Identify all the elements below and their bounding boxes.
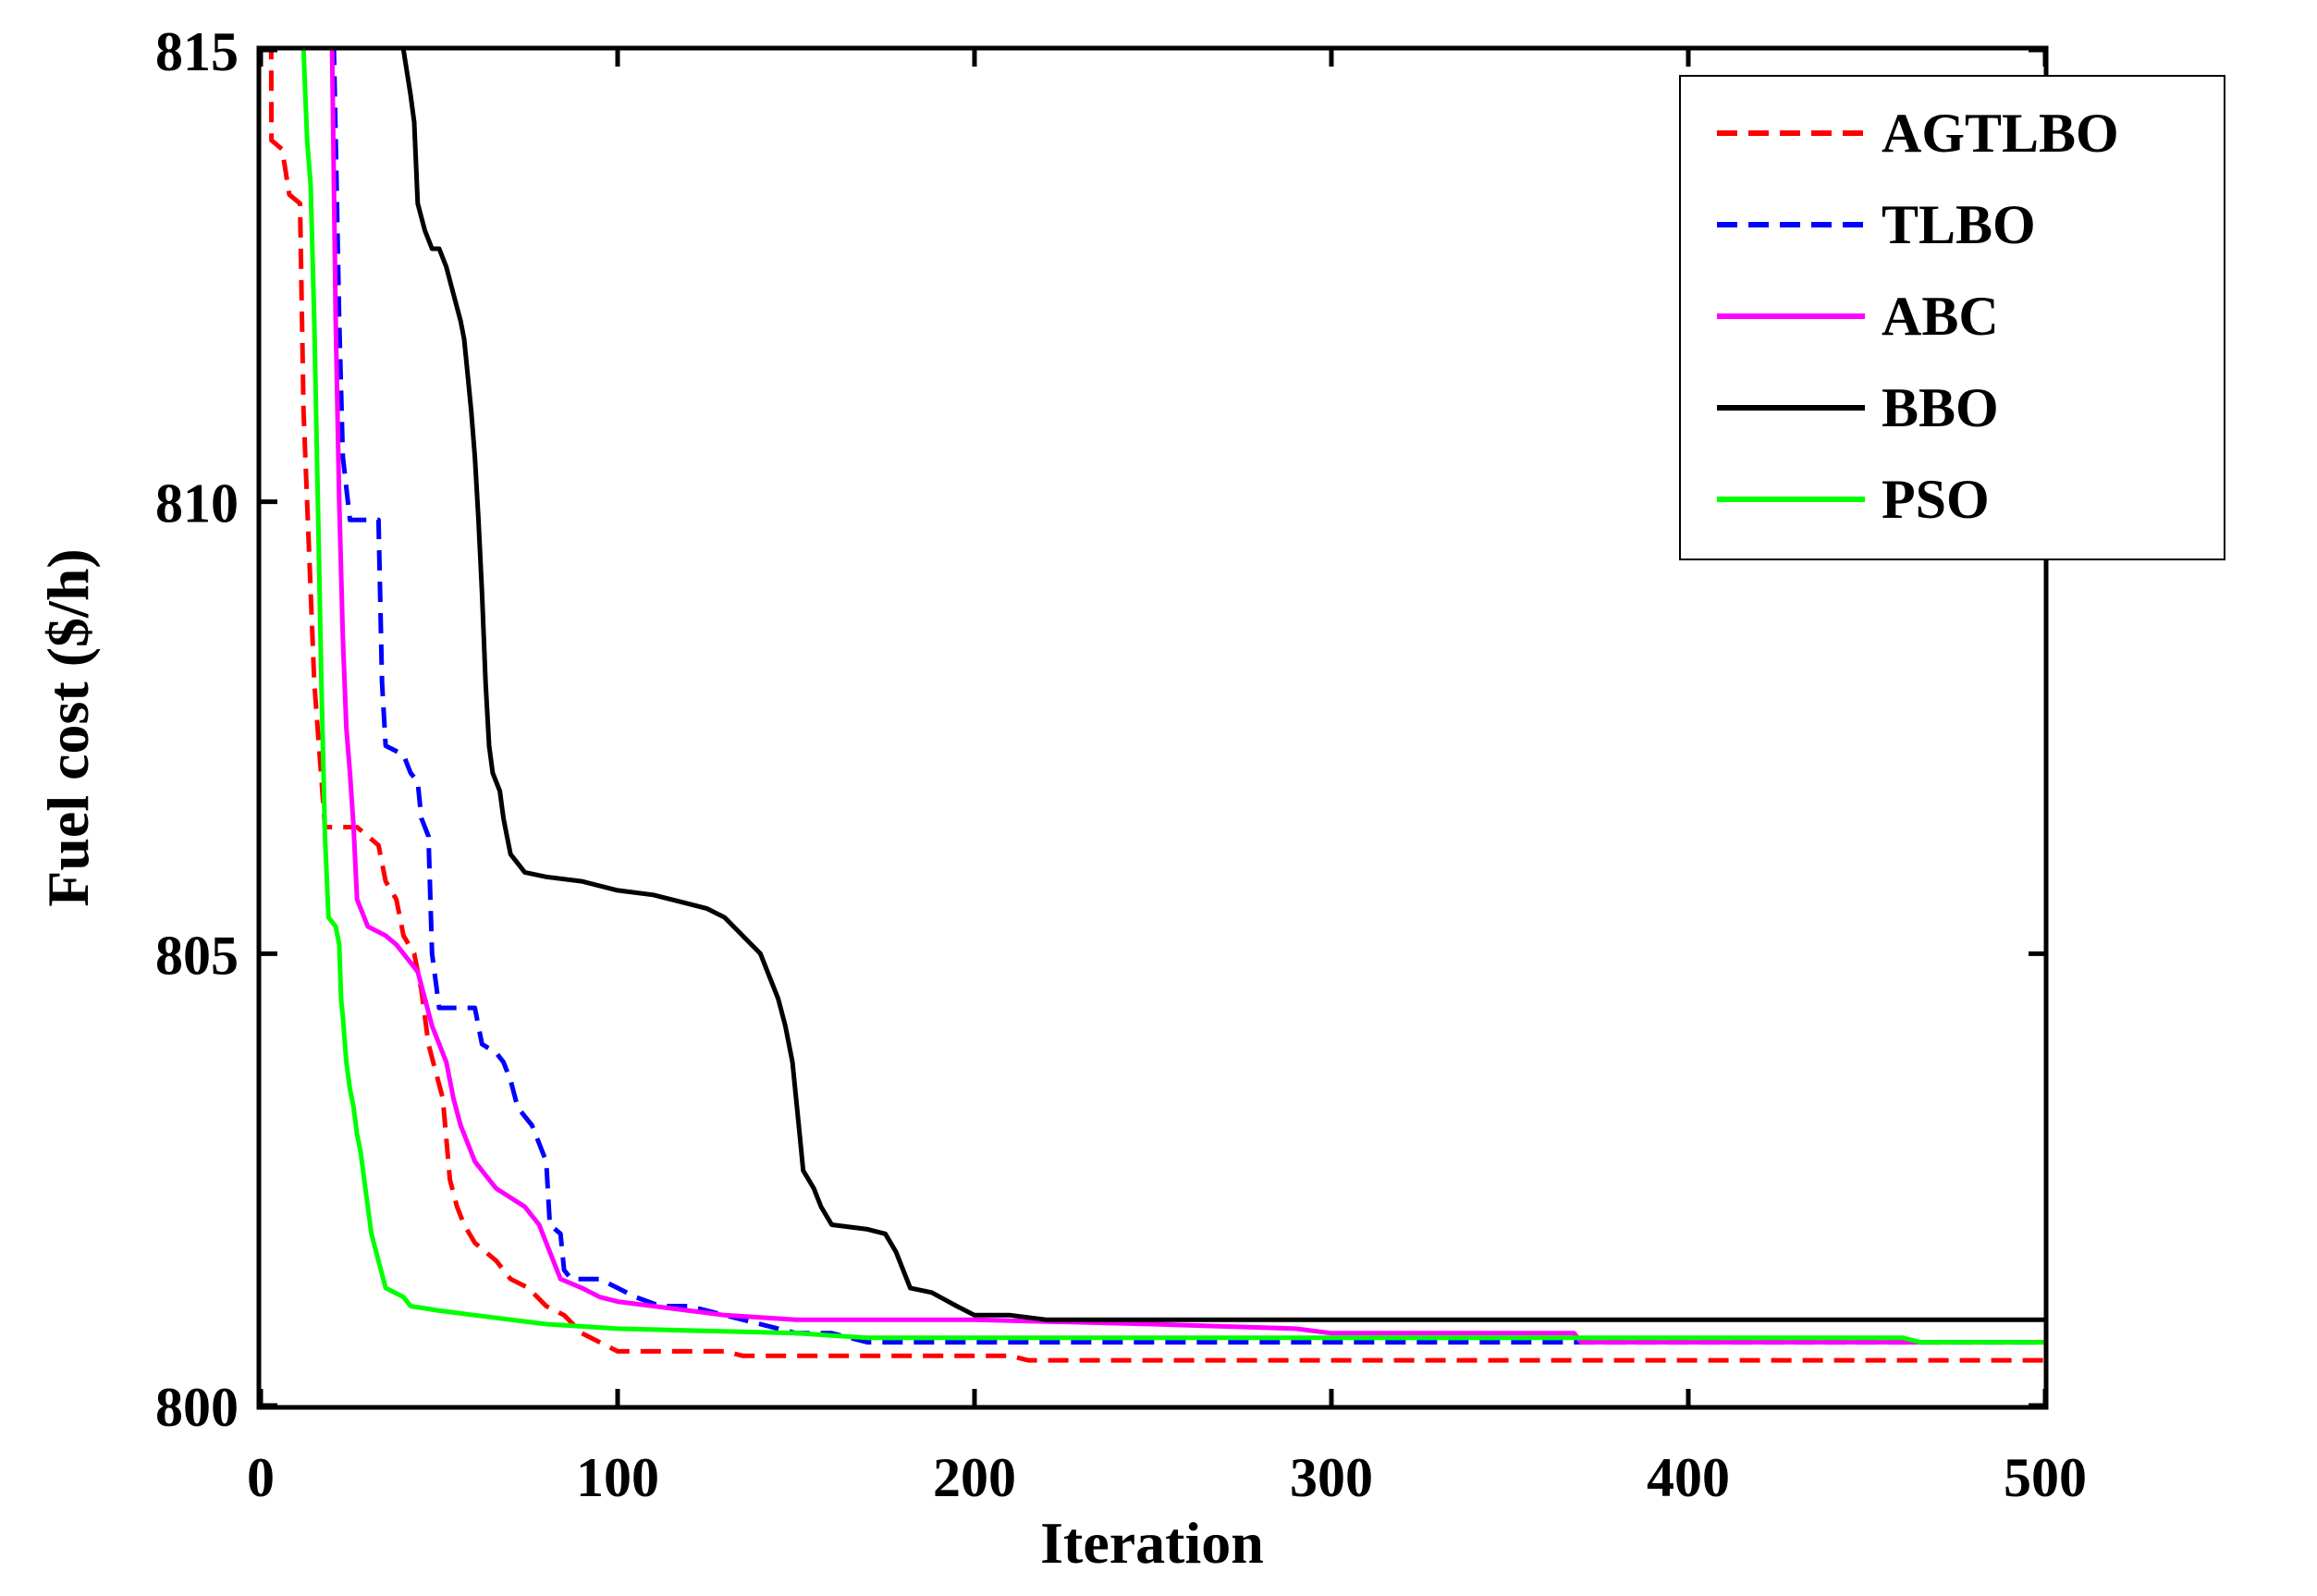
series-line-bbo: [400, 46, 2045, 1322]
series-line-abc: [329, 46, 2045, 1345]
labels-layer: Iteration Fuel cost ($/h): [35, 548, 1264, 1576]
x-tick-label: 0: [247, 1447, 275, 1508]
plot-frame: [256, 45, 2049, 1410]
x-axis-label: Iteration: [1040, 1510, 1264, 1576]
series-line-pso: [300, 46, 2045, 1345]
series-line-tlbo: [331, 46, 2045, 1345]
legend-label-tlbo: TLBO: [1882, 194, 2036, 255]
y-tick-label: 800: [155, 1377, 239, 1438]
series-line-agtlbo: [268, 46, 2045, 1363]
series-layer: [268, 46, 2045, 1363]
y-tick-label: 810: [155, 473, 239, 534]
y-tick-label: 815: [155, 21, 239, 82]
legend-label-pso: PSO: [1882, 469, 1990, 530]
y-tick-label: 805: [155, 925, 239, 986]
legend-label-agtlbo: AGTLBO: [1882, 103, 2119, 164]
legend-label-abc: ABC: [1882, 286, 1999, 347]
x-tick-label: 200: [933, 1447, 1016, 1508]
x-tick-label: 100: [576, 1447, 659, 1508]
x-tick-label: 300: [1290, 1447, 1373, 1508]
x-tick-label: 500: [2004, 1447, 2087, 1508]
y-axis-label: Fuel cost ($/h): [35, 548, 101, 907]
legend-label-bbo: BBO: [1882, 377, 1999, 438]
x-tick-label: 400: [1647, 1447, 1730, 1508]
ticks-layer: 0 100 200 300 400 500 800 805 810 815: [155, 21, 2087, 1508]
legend: AGTLBO TLBO ABC BBO PSO: [1679, 75, 2225, 560]
